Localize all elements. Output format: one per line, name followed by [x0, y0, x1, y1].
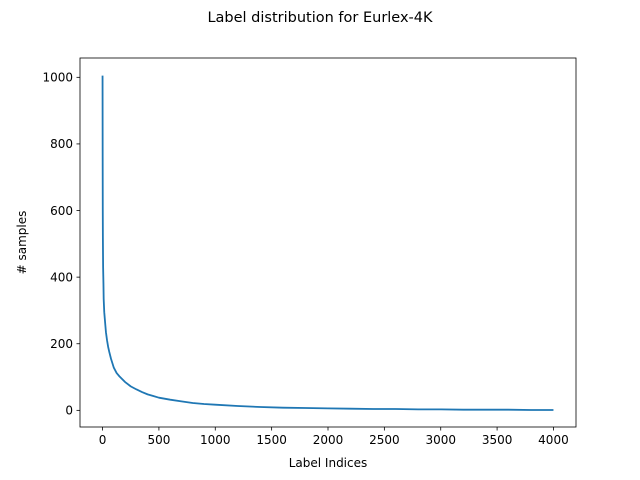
x-tick-label: 500 — [147, 433, 170, 447]
x-tick-label: 2000 — [313, 433, 344, 447]
y-tick-label: 400 — [50, 270, 73, 284]
x-tick-label: 3500 — [482, 433, 513, 447]
x-axis: 0 500 1000 1500 2000 2500 3000 3500 4000 — [99, 427, 569, 447]
y-tick-label: 0 — [65, 404, 73, 418]
plot-layer — [101, 75, 554, 411]
x-tick-label: 1000 — [200, 433, 231, 447]
x-tick-label: 2500 — [369, 433, 400, 447]
x-tick-label: 1500 — [256, 433, 287, 447]
x-axis-title: Label Indices — [289, 456, 368, 470]
y-axis: 0 200 400 600 800 1000 — [42, 71, 80, 418]
y-tick-label: 600 — [50, 204, 73, 218]
plot-frame — [79, 57, 577, 428]
y-tick-label: 200 — [50, 337, 73, 351]
chart-title: Label distribution for Eurlex-4K — [207, 10, 433, 26]
y-axis-title: # samples — [15, 211, 29, 275]
x-tick-label: 4000 — [538, 433, 569, 447]
series-line — [101, 75, 554, 411]
y-tick-label: 800 — [50, 137, 73, 151]
x-tick-label: 3000 — [425, 433, 456, 447]
y-tick-label: 1000 — [42, 71, 73, 85]
plot-area — [80, 58, 576, 427]
x-tick-label: 0 — [99, 433, 107, 447]
